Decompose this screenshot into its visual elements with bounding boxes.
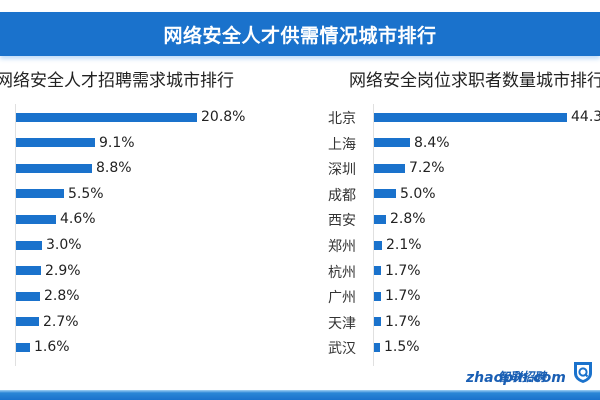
bar <box>16 214 56 224</box>
bar-row: 1.7% <box>374 312 421 332</box>
city-label: 深圳 <box>328 162 356 179</box>
bar-row: 3.0% <box>16 235 82 255</box>
bar-row: 2.8% <box>374 209 426 229</box>
bar-value-label: 1.7% <box>385 262 421 279</box>
bar-value-label: 20.8% <box>201 109 246 125</box>
bar <box>374 214 386 224</box>
bar <box>16 163 92 173</box>
city-label: 成都 <box>328 187 356 204</box>
bar-row: 4.6% <box>16 209 96 229</box>
bar-row: 7.2% <box>374 158 445 178</box>
bar-row: 8.4% <box>374 133 450 153</box>
bar-value-label: 2.8% <box>44 288 80 305</box>
city-label: 郑州 <box>328 239 356 255</box>
bar-value-label: 3.0% <box>46 237 82 253</box>
bar <box>374 266 381 276</box>
bar <box>16 266 41 276</box>
bar <box>16 317 39 327</box>
left-axis-line <box>15 104 16 366</box>
city-label: 上海 <box>328 136 356 153</box>
bar <box>374 240 382 250</box>
bar <box>16 189 64 199</box>
bar <box>16 291 40 301</box>
city-label: 广州 <box>328 290 356 307</box>
bar <box>374 342 380 352</box>
bar <box>16 240 42 250</box>
bar <box>374 138 410 148</box>
bar <box>374 189 396 199</box>
logo-text-cn: 智联招聘 <box>498 370 547 384</box>
bar <box>374 112 567 122</box>
left-chart-title: 网络安全人才招聘需求城市排行 <box>0 71 234 91</box>
bar-value-label: 2.1% <box>386 237 422 253</box>
bar-value-label: 8.8% <box>96 160 132 177</box>
footer-bar <box>0 390 600 400</box>
bar-value-label: 2.7% <box>43 313 79 330</box>
bar-row: 9.1% <box>16 133 135 153</box>
bar-row: 44.3 <box>374 107 600 127</box>
city-label: 杭州 <box>328 264 356 281</box>
bar-row: 1.7% <box>374 261 421 281</box>
bar <box>16 342 30 352</box>
bar-value-label: 7.2% <box>409 160 445 177</box>
bar-row: 8.8% <box>16 158 132 178</box>
bar-value-label: 5.0% <box>400 185 436 202</box>
bar-value-label: 5.5% <box>68 185 104 202</box>
bar-value-label: 1.7% <box>385 288 421 305</box>
city-label: 北京 <box>328 111 356 127</box>
city-label: 天津 <box>328 315 356 332</box>
bar-row: 2.1% <box>374 235 422 255</box>
right-axis-line <box>373 104 374 366</box>
bar-row: 2.9% <box>16 261 81 281</box>
bar-row: 1.6% <box>16 337 70 357</box>
bar <box>374 163 405 173</box>
page-title: 网络安全人才供需情况城市排行 <box>0 12 600 56</box>
right-chart-title: 网络安全岗位求职者数量城市排行 <box>349 71 600 91</box>
bar-row: 1.5% <box>374 337 420 357</box>
bar <box>16 112 197 122</box>
bar-value-label: 2.8% <box>390 211 426 228</box>
bar-row: 5.0% <box>374 184 436 204</box>
bar-value-label: 1.7% <box>385 313 421 330</box>
bar-row: 5.5% <box>16 184 104 204</box>
bar <box>374 291 381 301</box>
bar <box>374 317 381 327</box>
city-label: 武汉 <box>328 341 356 358</box>
bar <box>16 138 95 148</box>
bar-row: 2.8% <box>16 286 80 306</box>
bar-value-label: 2.9% <box>45 262 81 279</box>
bar-row: 20.8% <box>16 107 245 127</box>
bar-value-label: 4.6% <box>60 211 96 228</box>
bar-value-label: 9.1% <box>99 134 135 151</box>
logo-text-en: zhaopin.com <box>466 370 566 386</box>
city-label: 西安 <box>328 213 356 230</box>
bar-row: 1.7% <box>374 286 421 306</box>
bar-row: 2.7% <box>16 312 79 332</box>
bar-value-label: 1.6% <box>34 339 70 356</box>
bar-value-label: 8.4% <box>414 134 450 151</box>
bar-value-label: 44.3 <box>571 109 600 125</box>
shield-logo-icon <box>574 362 592 383</box>
zhaopin-logo: zhaopin.com 智联招聘 <box>466 360 566 390</box>
bar-value-label: 1.5% <box>384 339 420 356</box>
